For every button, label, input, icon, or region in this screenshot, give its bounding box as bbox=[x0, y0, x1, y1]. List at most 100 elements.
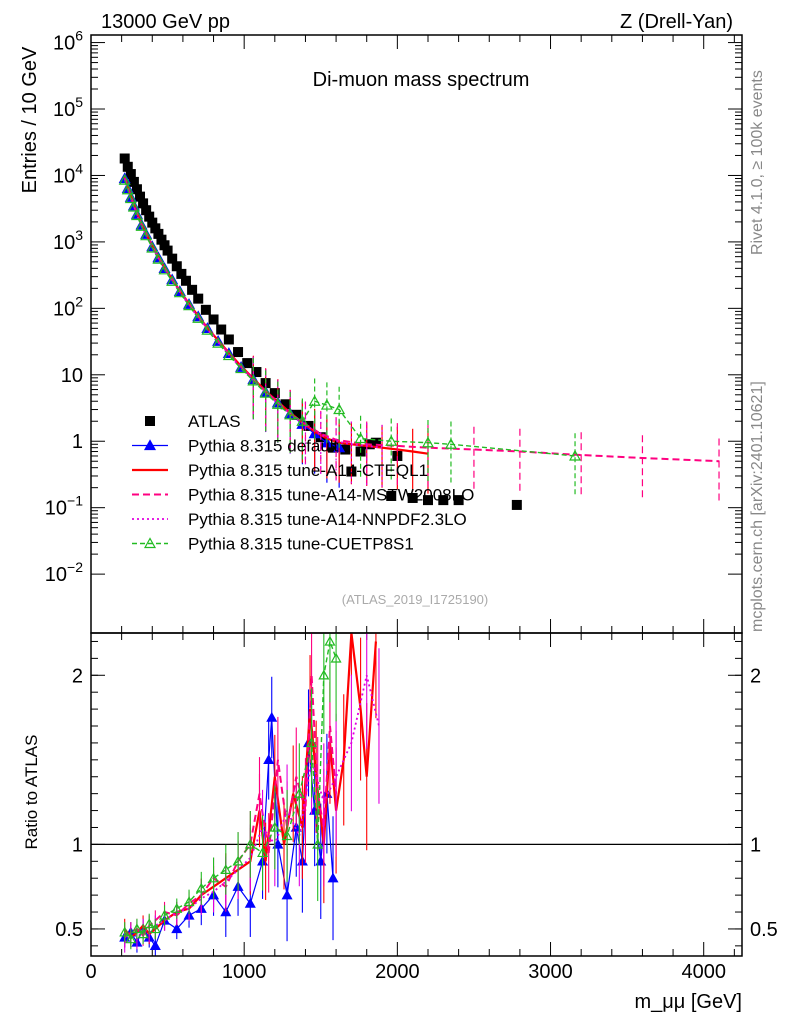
ratio-point bbox=[244, 897, 256, 908]
data-point bbox=[259, 386, 272, 398]
data-point bbox=[152, 252, 165, 264]
data-point bbox=[200, 304, 211, 315]
legend-label: Pythia 8.315 tune-A14-CTEQL1 bbox=[188, 461, 428, 480]
series-line bbox=[123, 176, 429, 455]
data-point bbox=[121, 183, 134, 195]
data-point bbox=[247, 374, 260, 386]
analysis-watermark: (ATLAS_2019_I1725190) bbox=[342, 592, 488, 607]
x-tick-label: 2000 bbox=[375, 961, 420, 983]
main-chart-title: Di-muon mass spectrum bbox=[313, 69, 530, 91]
ratio-y-tick-label: 0.5 bbox=[55, 919, 83, 941]
ratio-point bbox=[293, 787, 305, 798]
ratio-point bbox=[312, 838, 324, 849]
data-point bbox=[296, 415, 309, 426]
data-point bbox=[386, 490, 397, 501]
ratio-line bbox=[124, 717, 334, 948]
data-point bbox=[135, 191, 146, 202]
series-pythia-8-315-tune-cuetp8s1 bbox=[118, 173, 582, 496]
x-tick-label: 1000 bbox=[222, 961, 267, 983]
data-point bbox=[235, 362, 248, 374]
ratio-point bbox=[257, 847, 269, 858]
data-point bbox=[569, 449, 582, 461]
ratio-point bbox=[306, 737, 318, 748]
ratio-point bbox=[281, 889, 293, 900]
main-y-tick-label: 10−1 bbox=[45, 493, 83, 520]
data-point bbox=[340, 444, 351, 455]
data-point bbox=[269, 388, 280, 399]
data-point bbox=[128, 176, 139, 187]
ratio-point bbox=[324, 635, 336, 646]
data-point bbox=[438, 495, 449, 506]
data-point bbox=[150, 223, 161, 234]
ratio-panel-plot bbox=[119, 632, 380, 956]
data-point bbox=[131, 184, 142, 195]
data-point bbox=[140, 229, 153, 241]
ratio-y-tick-label: 0.5 bbox=[750, 919, 778, 941]
ratio-point bbox=[143, 918, 155, 929]
x-tick-label: 4000 bbox=[681, 961, 726, 983]
data-point bbox=[119, 153, 130, 164]
x-axis-label: m_μμ [GeV] bbox=[634, 991, 742, 1013]
legend-label: ATLAS bbox=[188, 412, 241, 431]
main-y-tick-label: 1 bbox=[72, 431, 83, 453]
data-point bbox=[183, 299, 196, 311]
data-point bbox=[421, 436, 435, 448]
ratio-point bbox=[327, 872, 339, 883]
data-point bbox=[308, 394, 321, 406]
data-point bbox=[167, 253, 178, 264]
ratio-y-tick-label: 1 bbox=[72, 834, 83, 856]
legend-label: Pythia 8.315 default bbox=[188, 437, 339, 456]
data-point bbox=[407, 492, 418, 503]
legend-entry-atlas: ATLAS bbox=[145, 412, 241, 431]
ratio-point bbox=[309, 804, 321, 815]
data-point bbox=[328, 442, 339, 453]
legend: ATLAS Pythia 8.315 default Pythia 8.315 tu… bbox=[132, 412, 474, 554]
mcplots-site-label: mcplots.cern.ch [arXiv:2401.10621] bbox=[749, 381, 766, 632]
rivet-version-label: Rivet 4.1.0, ≥ 100k events bbox=[749, 70, 766, 255]
data-point bbox=[444, 438, 457, 449]
ratio-point bbox=[281, 830, 293, 841]
ratio-point bbox=[244, 838, 256, 849]
ratio-panel-axes: 0.5 0.5 1 1 2 2 0 1000 2000 3000 4000 bbox=[55, 633, 778, 983]
ratio-series-pythia-8-315-tune-cuetp8s1 bbox=[119, 633, 342, 950]
data-point bbox=[180, 275, 191, 286]
main-y-tick-label: 10−2 bbox=[45, 559, 83, 586]
data-point bbox=[511, 499, 522, 510]
legend-marker bbox=[145, 416, 155, 426]
ratio-y-tick-label: 2 bbox=[750, 665, 761, 687]
data-point bbox=[422, 495, 433, 506]
legend-label: Pythia 8.315 tune-A14-NNPDF2.3LO bbox=[188, 510, 467, 529]
legend-entry-pythia-8-315-tune-a14-mstw2008lo: Pythia 8.315 tune-A14-MSTW2008LO bbox=[132, 486, 474, 505]
header-right-label: Z (Drell-Yan) bbox=[620, 11, 733, 33]
ratio-point bbox=[125, 933, 137, 944]
data-point bbox=[242, 358, 253, 369]
ratio-point bbox=[232, 855, 244, 866]
legend-marker bbox=[143, 537, 157, 549]
data-point bbox=[320, 398, 333, 410]
ratio-point bbox=[131, 923, 143, 934]
data-point bbox=[124, 192, 137, 204]
legend-entry-pythia-8-315-tune-a14-nnpdf2-3lo: Pythia 8.315 tune-A14-NNPDF2.3LO bbox=[132, 510, 467, 529]
legend-entry-pythia-8-315-tune-cuetp8s1: Pythia 8.315 tune-CUETP8S1 bbox=[132, 535, 414, 554]
ratio-point bbox=[171, 923, 183, 934]
ratio-panel-frame bbox=[90, 632, 743, 957]
data-point bbox=[222, 349, 235, 361]
header-left-label: 13000 GeV pp bbox=[101, 11, 230, 33]
data-point bbox=[251, 367, 262, 378]
main-y-tick-label: 105 bbox=[53, 94, 83, 121]
x-tick-label: 0 bbox=[85, 961, 96, 983]
data-point bbox=[158, 263, 171, 275]
series-atlas bbox=[119, 153, 522, 510]
x-tick-label: 3000 bbox=[528, 961, 573, 983]
data-point bbox=[291, 409, 302, 420]
data-point bbox=[176, 268, 187, 279]
ratio-y-axis-label: Ratio to ATLAS bbox=[22, 735, 41, 850]
data-point bbox=[208, 314, 219, 325]
data-point bbox=[130, 209, 143, 221]
ratio-point bbox=[183, 896, 195, 907]
ratio-point bbox=[290, 821, 302, 832]
main-y-tick-label: 103 bbox=[53, 227, 83, 254]
ratio-point bbox=[171, 902, 183, 913]
